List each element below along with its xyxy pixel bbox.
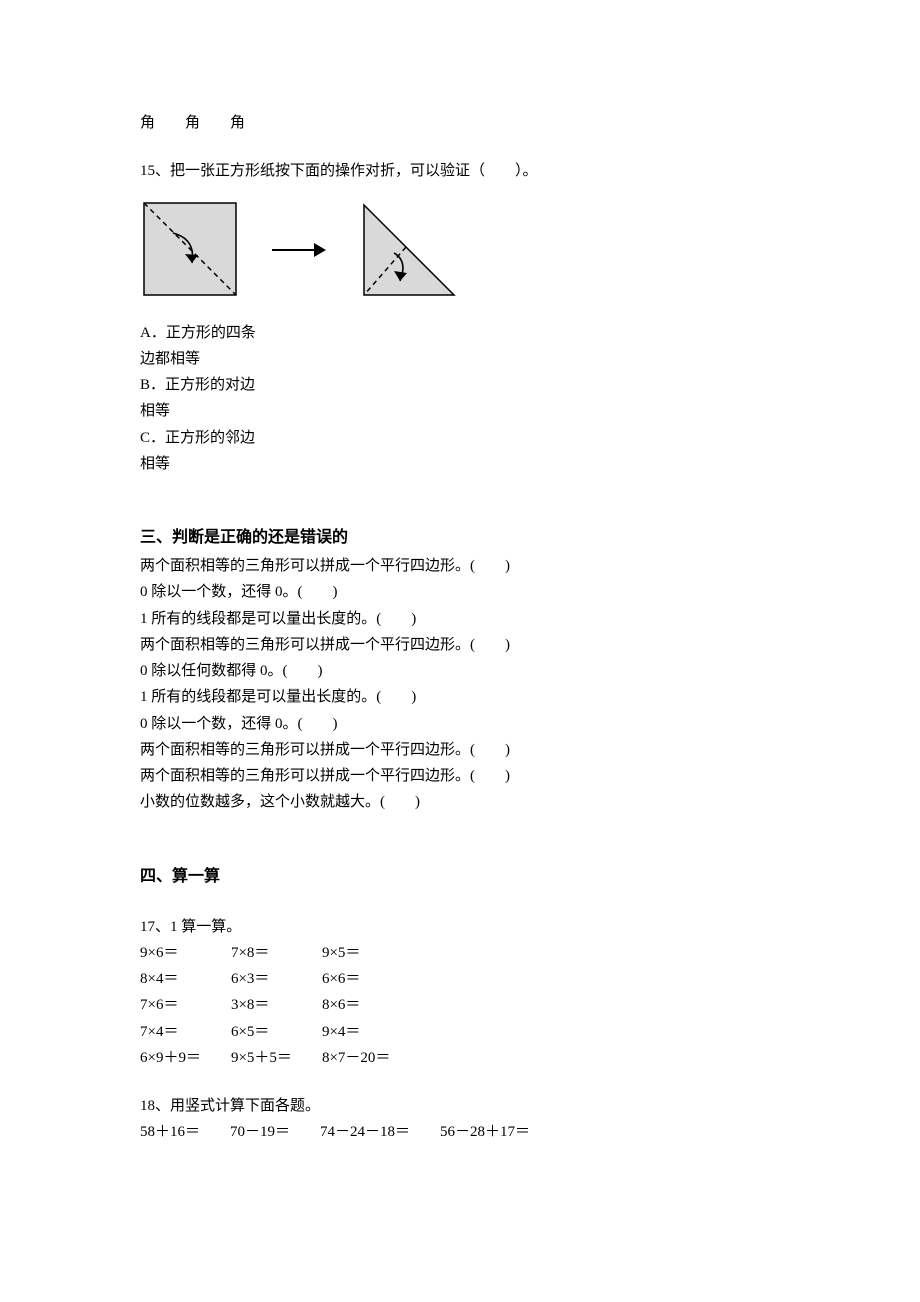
section4-title: 四、算一算	[140, 862, 780, 886]
table-row: 7×6＝ 3×8＝ 8×6＝	[140, 992, 420, 1018]
calc-cell: 9×5＝	[322, 940, 420, 966]
q15-diagram	[140, 199, 780, 304]
calc-cell: 9×6＝	[140, 940, 231, 966]
fold-square-icon	[140, 199, 240, 304]
section3-item: 两个面积相等的三角形可以拼成一个平行四边形。( )	[140, 632, 780, 658]
section3-item: 两个面积相等的三角形可以拼成一个平行四边形。( )	[140, 763, 780, 789]
calc-cell: 7×6＝	[140, 992, 231, 1018]
section3-item: 1 所有的线段都是可以量出长度的。( )	[140, 606, 780, 632]
section3-item: 两个面积相等的三角形可以拼成一个平行四边形。( )	[140, 553, 780, 579]
calc-cell: 9×4＝	[322, 1019, 420, 1045]
table-row: 7×4＝ 6×5＝ 9×4＝	[140, 1019, 420, 1045]
q18-header: 18、用竖式计算下面各题。	[140, 1093, 780, 1119]
calc-cell: 6×3＝	[231, 966, 322, 992]
calc-cell: 9×5＋5＝	[231, 1045, 322, 1071]
arrow-right-icon	[270, 234, 328, 268]
option-label: B．	[140, 377, 165, 393]
calc-cell: 7×4＝	[140, 1019, 231, 1045]
q15-option-c: C．正方形的邻边相等	[140, 425, 260, 478]
calc-cell: 3×8＝	[231, 992, 322, 1018]
top-angle-line: 角 角 角	[140, 110, 780, 136]
option-label: A．	[140, 325, 166, 341]
section3-item: 0 除以任何数都得 0。( )	[140, 658, 780, 684]
section3-item: 1 所有的线段都是可以量出长度的。( )	[140, 684, 780, 710]
calc-cell: 6×5＝	[231, 1019, 322, 1045]
section3-item: 小数的位数越多，这个小数就越大。( )	[140, 789, 780, 815]
section3-item: 0 除以一个数，还得 0。( )	[140, 579, 780, 605]
section3-item: 0 除以一个数，还得 0。( )	[140, 711, 780, 737]
q17-table: 9×6＝ 7×8＝ 9×5＝ 8×4＝ 6×3＝ 6×6＝ 7×6＝ 3×8＝ …	[140, 940, 420, 1071]
q15-text: 把一张正方形纸按下面的操作对折，可以验证（ ）。	[170, 163, 538, 179]
fold-triangle-icon	[358, 199, 458, 304]
calc-cell: 8×7－20＝	[322, 1045, 420, 1071]
section3-title: 三、判断是正确的还是错误的	[140, 523, 780, 547]
calc-cell: 8×4＝	[140, 966, 231, 992]
table-row: 9×6＝ 7×8＝ 9×5＝	[140, 940, 420, 966]
q15-option-b: B．正方形的对边相等	[140, 372, 260, 425]
q15-stem: 15、把一张正方形纸按下面的操作对折，可以验证（ ）。	[140, 158, 780, 184]
calc-cell: 7×8＝	[231, 940, 322, 966]
table-row: 8×4＝ 6×3＝ 6×6＝	[140, 966, 420, 992]
calc-cell: 6×6＝	[322, 966, 420, 992]
calc-cell: 8×6＝	[322, 992, 420, 1018]
table-row: 6×9＋9＝ 9×5＋5＝ 8×7－20＝	[140, 1045, 420, 1071]
q15-number: 15、	[140, 163, 170, 179]
q17-header: 17、1 算一算。	[140, 914, 780, 940]
page-content: 角 角 角 15、把一张正方形纸按下面的操作对折，可以验证（ ）。	[0, 0, 920, 1226]
calc-cell: 6×9＋9＝	[140, 1045, 231, 1071]
section3-item: 两个面积相等的三角形可以拼成一个平行四边形。( )	[140, 737, 780, 763]
option-label: C．	[140, 430, 165, 446]
q15-option-a: A．正方形的四条边都相等	[140, 320, 260, 373]
q18-line: 58＋16＝ 70－19＝ 74－24－18＝ 56－28＋17＝	[140, 1119, 780, 1145]
